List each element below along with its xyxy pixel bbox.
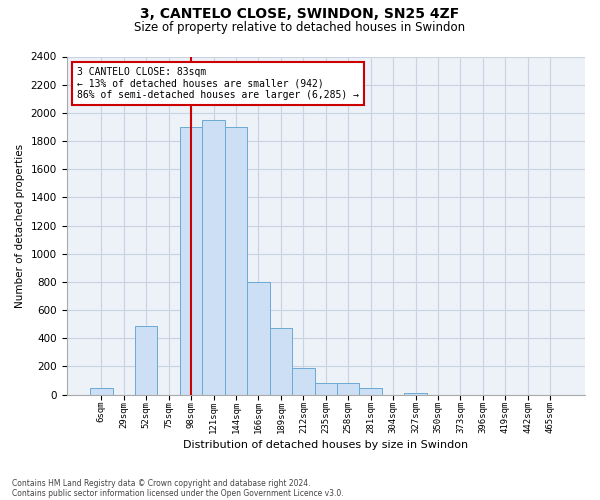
Text: Contains public sector information licensed under the Open Government Licence v3: Contains public sector information licen…: [12, 488, 344, 498]
Bar: [135, 326, 157, 394]
Y-axis label: Number of detached properties: Number of detached properties: [15, 144, 25, 308]
Bar: [269, 328, 292, 394]
Text: Size of property relative to detached houses in Swindon: Size of property relative to detached ho…: [134, 21, 466, 34]
Bar: [337, 384, 359, 394]
Bar: [314, 384, 337, 394]
Text: 3 CANTELO CLOSE: 83sqm
← 13% of detached houses are smaller (942)
86% of semi-de: 3 CANTELO CLOSE: 83sqm ← 13% of detached…: [77, 66, 359, 100]
Bar: [404, 393, 427, 394]
X-axis label: Distribution of detached houses by size in Swindon: Distribution of detached houses by size …: [183, 440, 469, 450]
Bar: [292, 368, 314, 394]
Bar: [225, 127, 247, 394]
Text: 3, CANTELO CLOSE, SWINDON, SN25 4ZF: 3, CANTELO CLOSE, SWINDON, SN25 4ZF: [140, 8, 460, 22]
Bar: [247, 282, 269, 395]
Text: Contains HM Land Registry data © Crown copyright and database right 2024.: Contains HM Land Registry data © Crown c…: [12, 478, 311, 488]
Bar: [359, 388, 382, 394]
Bar: [202, 120, 225, 394]
Bar: [90, 388, 113, 394]
Bar: [180, 127, 202, 394]
